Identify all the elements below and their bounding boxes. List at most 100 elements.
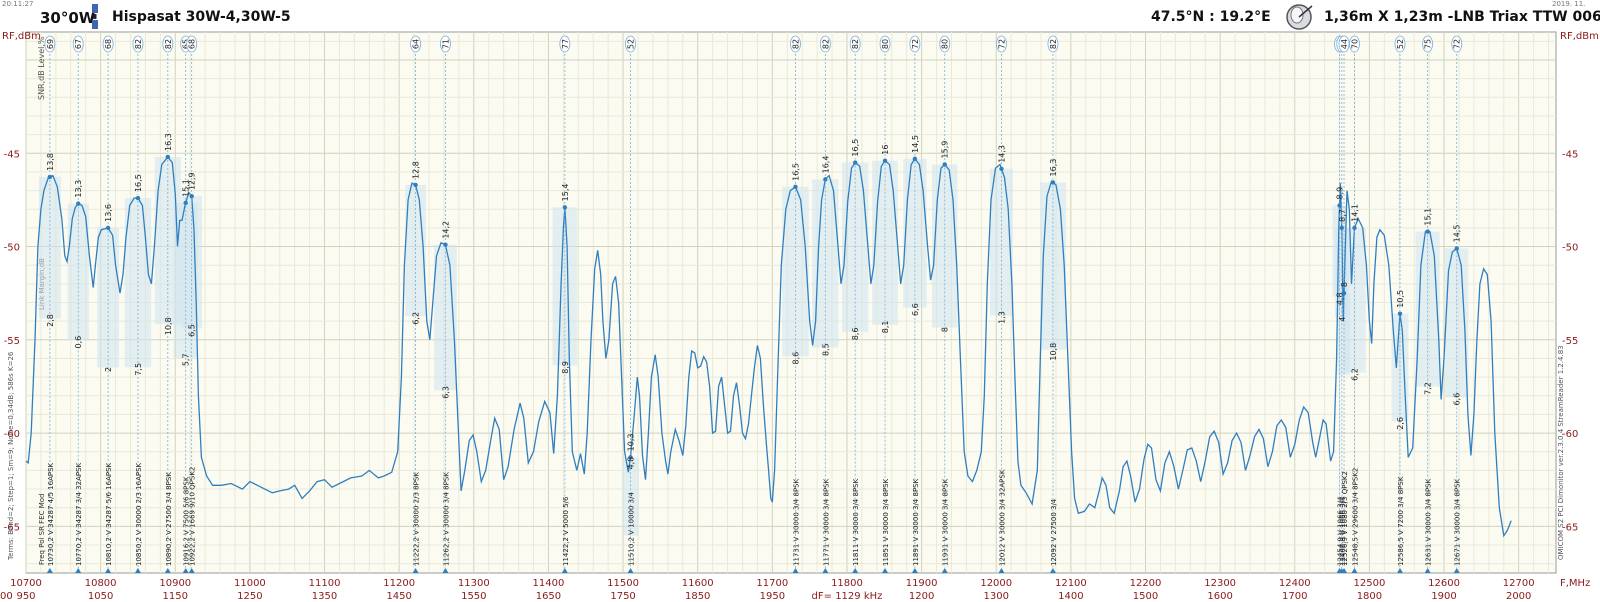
left-vertical-info: Terms: Band=2; Step=1; Sm=9; Noise=0,34d… <box>7 351 15 561</box>
carrier-params: 12631 V 30000 3/4 8PSK <box>1425 478 1433 566</box>
carrier-freq-arrow <box>1424 568 1431 573</box>
carrier-point <box>183 200 188 206</box>
x-tick-label: 12700 <box>1503 578 1535 589</box>
x-tick-label: 11700 <box>756 578 788 589</box>
level-badge <box>186 35 198 53</box>
level-badge <box>559 35 571 53</box>
carrier-params: 12586,5 V 7200 3/4 8PSK <box>1397 476 1405 566</box>
carrier-params: 12012 V 30000 3/4 32APSK <box>998 469 1006 566</box>
carrier-snr: 10,3 <box>627 434 636 452</box>
carrier-snr: 10,5 <box>1396 290 1405 308</box>
carrier-freq-arrow <box>1049 568 1056 573</box>
carrier-level: 68 <box>104 39 113 49</box>
y-tick-label-left: -60 <box>4 429 20 440</box>
x-tick-label: 10700 <box>10 578 42 589</box>
carrier-snr: 15,1 <box>182 179 191 197</box>
carrier-params: 12671 V 30000 3/4 8PSK <box>1454 478 1462 566</box>
carrier-snr: 16,5 <box>134 174 143 192</box>
if-tick-label: 1500 <box>1133 591 1158 602</box>
carrier-freq-arrow <box>941 568 948 573</box>
if-tick-label: 1450 <box>386 591 411 602</box>
carrier-margin: 4,8 <box>1336 292 1345 305</box>
carrier-snr: 14,5 <box>911 135 920 153</box>
carrier-margin: 10,8 <box>1049 343 1058 361</box>
axis-stack-label: SNR,dB Level,% <box>37 36 46 100</box>
x-tick-label: 12000 <box>980 578 1012 589</box>
carrier-snr: 13,8 <box>46 153 55 171</box>
y-tick-label-right: -65 <box>1562 522 1578 533</box>
carrier-snr: 16,3 <box>1049 159 1058 177</box>
carrier-margin: 8,6 <box>791 352 800 365</box>
date-right: 2019. 11. <box>1552 0 1586 8</box>
x-tick-label: 11800 <box>831 578 863 589</box>
carrier-margin: 8 <box>941 327 950 332</box>
right-vertical-info: OMICOM S2 PCI Dimonitor ver.2.3.0.4 Stre… <box>1557 345 1565 560</box>
carrier-point <box>628 455 633 460</box>
carrier-freq-arrow <box>998 568 1005 573</box>
carrier-params: 10770,2 V 34287 3/4 32APSK <box>75 462 83 566</box>
carrier-freq-arrow <box>442 568 449 573</box>
carrier-shade <box>38 176 61 319</box>
level-badge <box>1422 35 1434 53</box>
if-tick-label: 1850 <box>685 591 710 602</box>
carrier-margin: 6,2 <box>412 312 421 325</box>
carrier-params: 10890,2 V 27500 3/4 8PSK <box>165 472 173 566</box>
x-tick-label: 11000 <box>234 578 266 589</box>
carrier-level: 69 <box>46 39 55 49</box>
carrier-snr: 15,1 <box>1424 208 1433 226</box>
if-tick-label: 1350 <box>312 591 337 602</box>
carrier-params: 11510,2 V 10000 3/4 <box>628 492 636 566</box>
carrier-params: 11851 V 30000 3/4 8PSK <box>882 478 890 566</box>
level-badge <box>625 35 636 53</box>
carrier-shade <box>97 227 119 368</box>
carrier-shade <box>181 196 203 329</box>
time-left: 20:11:27 <box>2 0 34 8</box>
carrier-params: 10810,2 V 34287 5/6 16APSK <box>105 462 113 566</box>
carrier-freq-arrow <box>1453 568 1460 573</box>
y-tick-label-left: -45 <box>4 149 20 160</box>
carrier-params: 11222,2 V 30000 2/3 8PSK <box>413 472 421 566</box>
carrier-point <box>1341 290 1347 296</box>
carrier-freq-arrow <box>1351 568 1358 573</box>
carrier-freq-arrow <box>188 568 195 573</box>
dish-icon <box>1286 4 1313 30</box>
carrier-point <box>942 162 947 167</box>
carrier-margin: 4,8 <box>627 457 636 470</box>
carrier-level: 75 <box>1424 39 1433 49</box>
carrier-margin: 7,2 <box>1424 382 1433 395</box>
carrier-snr: 16,4 <box>821 156 830 174</box>
x-tick-label: 11900 <box>906 578 938 589</box>
x-tick-label: 12100 <box>1055 578 1087 589</box>
carrier-shade <box>903 158 927 308</box>
carrier-snr: 13,3 <box>74 180 83 198</box>
carrier-snr: 14,2 <box>441 221 450 239</box>
if-tick-label: 1950 <box>760 591 785 602</box>
level-badge <box>1451 35 1463 53</box>
header-bar: 20:11:27 30°0W Hispasat 30W-4,30W-5 47.5… <box>0 0 1600 32</box>
if-tick-label: 1250 <box>237 591 262 602</box>
carrier-point <box>105 225 111 231</box>
carrier-point <box>413 182 418 188</box>
level-badge <box>879 35 891 53</box>
carrier-snr: 15,4 <box>561 184 570 202</box>
carrier-level: 71 <box>441 39 450 49</box>
carrier-level: 52 <box>1396 39 1405 49</box>
carrier-params: 11891 V 30000 3/4 8PSK <box>912 478 920 566</box>
carrier-level: 72 <box>997 39 1006 49</box>
if-tick-label: 1900 <box>1431 591 1456 602</box>
carrier-level: 70 <box>1350 39 1359 49</box>
carrier-freq-arrow <box>75 568 82 573</box>
if-tick-label: 1550 <box>461 591 486 602</box>
y-tick-label-left: -50 <box>4 243 20 254</box>
carrier-snr: 12,9 <box>188 172 197 190</box>
carrier-point <box>47 174 53 180</box>
carrier-params: 10850,2 V 30000 2/3 16APSK <box>135 462 143 566</box>
carrier-params: 11731 V 30000 3/4 8PSK <box>792 478 800 566</box>
carrier-snr: 16,3 <box>164 133 173 151</box>
carrier-snr: 14,3 <box>997 145 1006 163</box>
carrier-point <box>1454 246 1459 251</box>
carrier-level: 80 <box>881 39 890 49</box>
y-tick-label-right: -55 <box>1562 336 1578 347</box>
carrier-point <box>1339 225 1345 231</box>
